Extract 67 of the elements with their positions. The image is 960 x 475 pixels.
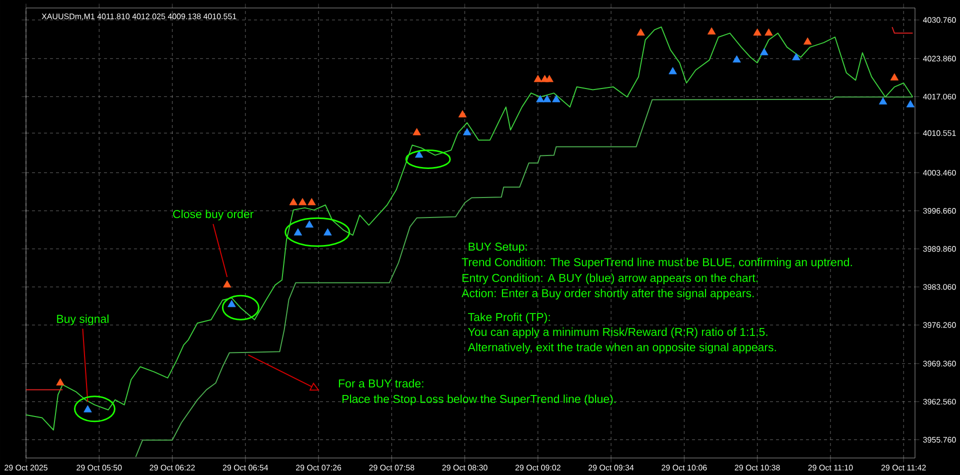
y-tick-label: 3955.760 xyxy=(923,436,956,443)
x-tick-label: 29 Oct 10:38 xyxy=(734,464,780,470)
annotation: Entry Condition: A BUY (blue) arrow appears on the chart. xyxy=(462,274,758,284)
annotation: For a BUY trade: xyxy=(338,379,424,388)
point xyxy=(732,55,741,62)
x-tick-label: 29 Oct 09:02 xyxy=(515,464,560,470)
y-tick-label: 3976.260 xyxy=(923,322,956,328)
x-tick-label: 29 Oct 08:30 xyxy=(442,464,488,470)
x-tick-label: 29 Oct 2025 xyxy=(4,464,48,470)
line-series xyxy=(135,96,914,458)
y-tick-label: 3996.660 xyxy=(923,208,956,214)
text: XAUUSDm,M1 4011.810 4012.025 4009.138 4010.551 xyxy=(42,14,236,20)
point xyxy=(542,95,552,102)
y-tick-label: 4023.860 xyxy=(923,56,956,62)
y-tick-label: 4003.460 xyxy=(923,170,956,176)
point xyxy=(764,28,773,36)
point xyxy=(308,198,316,206)
point xyxy=(84,405,92,412)
point xyxy=(536,95,544,102)
x-tick-label: 29 Oct 06:22 xyxy=(150,464,195,470)
x-tick-label: 29 Oct 07:26 xyxy=(296,464,342,470)
annotation: Buy signal xyxy=(57,314,108,326)
point xyxy=(458,110,467,118)
point xyxy=(878,97,888,104)
x-tick-label: 29 Oct 05:50 xyxy=(76,464,122,470)
annotation: Place the Stop Loss below the SuperTrend line (blue). xyxy=(342,394,616,406)
y-tick-label: 4017.060 xyxy=(923,94,956,100)
x-tick-label: 29 Oct 07:58 xyxy=(369,464,414,470)
point xyxy=(552,95,560,102)
y-tick-label: 3983.060 xyxy=(923,284,956,290)
point xyxy=(305,220,314,228)
point xyxy=(298,198,307,206)
y-tick-label: 4010.551 xyxy=(923,130,956,136)
point xyxy=(792,53,800,60)
y-tick-label: 3962.560 xyxy=(923,398,956,405)
point xyxy=(804,37,812,45)
point xyxy=(462,128,472,136)
point xyxy=(545,74,554,82)
y-tick-label: 3989.860 xyxy=(923,246,956,252)
point xyxy=(412,128,421,136)
point xyxy=(668,67,677,74)
annotation: Action: Enter a Buy order shortly after the signal appears. xyxy=(462,288,754,300)
annotation: BUY Setup: xyxy=(468,242,527,254)
annotation: Take Profit (TP): xyxy=(468,312,550,324)
x-tick-label: 29 Oct 11:10 xyxy=(808,464,853,470)
point xyxy=(890,73,899,80)
x-tick-label: 29 Oct 09:34 xyxy=(588,464,634,470)
annotation: You can apply a minimum Risk/Reward (R:R) ratio of 1:1.5. xyxy=(468,328,768,338)
y-tick-label: 4030.760 xyxy=(923,17,956,23)
annotation: Alternatively, exit the trade when an opposite signal appears. xyxy=(468,342,776,354)
point xyxy=(56,378,64,386)
point xyxy=(906,100,915,108)
x-tick-label: 29 Oct 10:06 xyxy=(662,464,707,470)
annotation: Trend Condition: The SuperTrend line must be BLUE, confirming an uptrend. xyxy=(462,258,852,269)
point xyxy=(760,48,768,56)
point xyxy=(708,27,716,35)
annotation: Close buy order xyxy=(173,210,254,220)
point xyxy=(223,280,232,288)
point xyxy=(324,228,332,236)
x-tick-label: 29 Oct 11:42 xyxy=(881,464,926,470)
x-tick-label: 29 Oct 06:54 xyxy=(222,464,268,470)
y-tick-label: 3969.360 xyxy=(923,360,956,366)
point xyxy=(294,228,302,236)
point xyxy=(534,74,542,82)
point xyxy=(753,28,762,36)
point xyxy=(636,28,645,36)
point xyxy=(289,198,298,206)
